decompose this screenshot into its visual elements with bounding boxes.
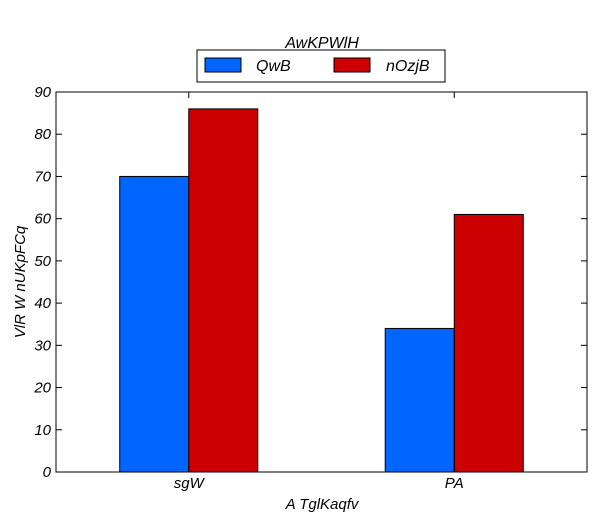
x-axis-title: A TglKaqfv: [285, 496, 360, 513]
legend-label-nozjb: nOzjB: [386, 58, 430, 75]
y-tick-label-0: 0: [43, 464, 52, 481]
legend-swatch-qwb: [204, 57, 242, 73]
bar-nozjb-sgw: [188, 108, 259, 473]
y-tick-label-60: 60: [34, 211, 51, 228]
y-tick-label-40: 40: [34, 295, 51, 312]
legend: QwB nOzjB: [196, 49, 446, 83]
bar-qwb-sgw: [119, 175, 190, 473]
y-axis-ticks: 0 10 20 30 40 50 60 70 80 90: [33, 84, 587, 481]
legend-label-qwb: QwB: [256, 58, 291, 75]
bar-qwb-pa: [384, 327, 455, 473]
x-tick-label-sgw: sgW: [174, 475, 206, 492]
y-tick-label-10: 10: [34, 422, 51, 439]
y-tick-label-30: 30: [34, 337, 51, 354]
plot-area: 0 10 20 30 40 50 60 70 80 90 sgW PA: [33, 84, 588, 492]
bar-nozjb-pa: [453, 213, 524, 473]
x-tick-label-pa: PA: [445, 475, 464, 492]
plot-frame: [55, 91, 588, 473]
y-tick-label-50: 50: [34, 253, 51, 270]
x-axis-ticks: sgW PA: [174, 92, 464, 492]
y-tick-label-80: 80: [34, 126, 51, 143]
y-tick-label-20: 20: [33, 380, 51, 397]
y-axis-title: VlR W nUKpFCq: [12, 225, 29, 338]
y-tick-label-90: 90: [34, 84, 51, 101]
legend-swatch-nozjb: [333, 57, 371, 73]
chart-title: AwKPWlH: [284, 35, 359, 52]
y-tick-label-70: 70: [34, 168, 51, 185]
bars: [119, 108, 524, 473]
